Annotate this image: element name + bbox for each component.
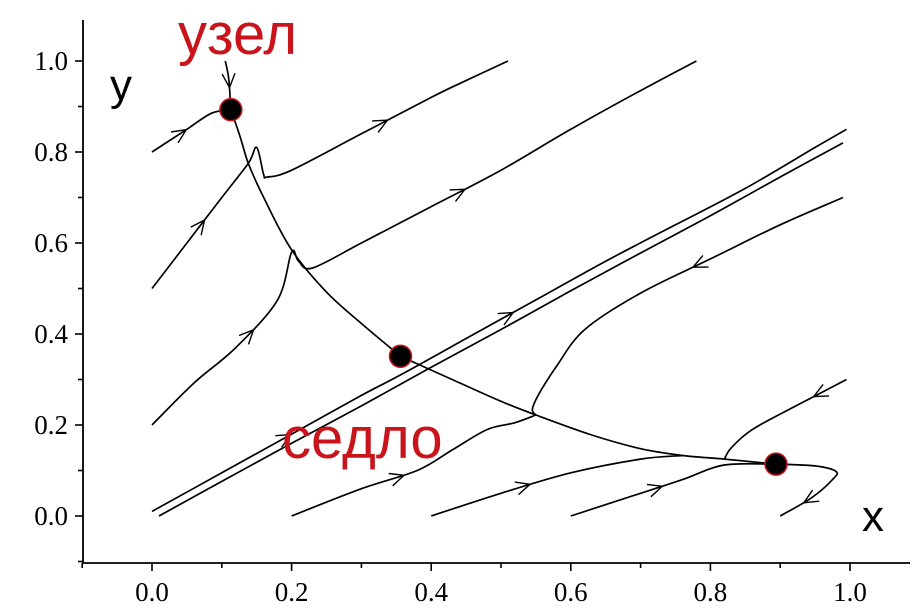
direction-arrow (221, 72, 236, 90)
trajectory (775, 463, 839, 517)
x-tick-label: 0.8 (694, 577, 728, 607)
x-tick-label: 1.0 (833, 577, 867, 607)
x-axis-label: x (862, 492, 884, 541)
axes: 0.0 0.2 0.4 0.6 0.8 1.0 0.0 0.2 0.4 0.6 0.8 1.0 (34, 20, 910, 607)
y-tick-label: 0.4 (34, 319, 68, 349)
y-tick-label: 0.8 (34, 137, 68, 167)
x-tick-label: 0.6 (554, 577, 588, 607)
direction-arrow (497, 311, 515, 326)
trajectory (291, 414, 537, 517)
y-tick-label: 1.0 (34, 46, 68, 76)
direction-arrow (388, 472, 406, 487)
y-axis-label: y (110, 61, 132, 110)
node-label: узел (178, 2, 297, 67)
trajectory (151, 128, 847, 513)
y-tick-label: 0.2 (34, 410, 68, 440)
x-tick-label: 0.0 (135, 577, 169, 607)
direction-arrow (691, 254, 709, 268)
ticks: 0.0 0.2 0.4 0.6 0.8 1.0 0.0 0.2 0.4 0.6 0.8 1.0 (34, 46, 867, 607)
trajectory (723, 378, 847, 460)
direction-arrow (514, 481, 532, 496)
trajectory (430, 454, 683, 517)
y-tick-label: 0.6 (34, 228, 68, 258)
direction-arrow (812, 383, 830, 398)
trajectory (400, 355, 777, 465)
direction-arrow (372, 119, 389, 133)
equilibrium-point (764, 452, 788, 476)
equilibria-layer (219, 97, 788, 476)
direction-arrow (190, 218, 206, 236)
y-tick-label: 0.0 (34, 501, 68, 531)
trajectory (570, 462, 777, 517)
trajectory (158, 142, 844, 517)
trajectory (151, 60, 509, 290)
direction-arrow (449, 188, 467, 202)
direction-arrow (238, 328, 255, 345)
trajectories-layer (151, 60, 847, 517)
trajectory (151, 108, 232, 153)
equilibrium-point (388, 344, 413, 369)
x-tick-label: 0.4 (414, 577, 448, 607)
trajectory (230, 109, 402, 357)
direction-arrow (802, 489, 820, 504)
trajectory (151, 60, 697, 426)
equilibrium-point (219, 97, 243, 122)
trajectory (531, 196, 844, 416)
saddle-label: седло (282, 406, 443, 471)
direction-arrow (275, 433, 293, 448)
direction-arrow (170, 128, 188, 144)
x-tick-label: 0.2 (275, 577, 309, 607)
direction-arrow (646, 483, 664, 498)
